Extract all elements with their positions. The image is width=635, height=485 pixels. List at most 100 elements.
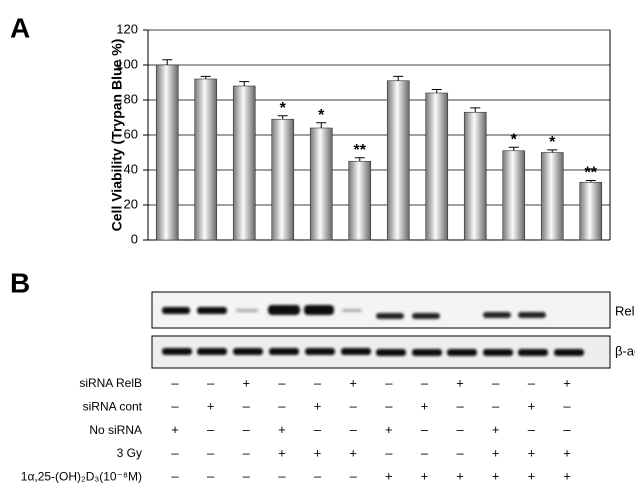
treatment-cell: –: [456, 422, 464, 437]
treatment-cell: –: [207, 469, 215, 484]
treatment-cell: –: [563, 399, 571, 414]
treatment-cell: –: [350, 422, 358, 437]
treatment-cell: –: [421, 445, 429, 460]
treatment-cell: –: [207, 445, 215, 460]
bar: [387, 81, 409, 240]
significance-mark: **: [585, 165, 598, 182]
treatment-cell: +: [349, 445, 357, 460]
treatment-label: siRNA RelB: [79, 376, 142, 390]
band: [233, 348, 263, 355]
treatment-cell: +: [278, 422, 286, 437]
treatment-cell: +: [456, 469, 464, 484]
band: [518, 312, 546, 318]
treatment-cell: –: [243, 422, 251, 437]
band: [518, 349, 548, 356]
treatment-cell: –: [171, 375, 179, 390]
treatment-cell: +: [207, 399, 215, 414]
error-bar: [393, 76, 403, 80]
treatment-cell: +: [492, 469, 500, 484]
bar: [156, 65, 178, 240]
band: [268, 305, 300, 315]
band: [236, 309, 258, 312]
bar: [580, 182, 602, 240]
band: [197, 307, 227, 314]
bar: [464, 112, 486, 240]
treatment-cell: +: [314, 445, 322, 460]
bar: [349, 161, 371, 240]
band: [162, 348, 192, 355]
band: [305, 348, 335, 355]
error-bar: [239, 82, 249, 86]
band: [483, 349, 513, 356]
significance-mark: **: [354, 142, 367, 159]
error-bar: [470, 108, 480, 112]
treatment-cell: –: [563, 422, 571, 437]
treatment-cell: –: [278, 399, 286, 414]
band: [447, 349, 477, 356]
band: [269, 348, 299, 355]
treatment-label: 1α,25-(OH)₂D₃(10⁻⁸M): [21, 469, 142, 483]
treatment-cell: –: [171, 399, 179, 414]
treatment-cell: –: [243, 399, 251, 414]
treatment-cell: +: [528, 469, 536, 484]
treatment-label: siRNA cont: [83, 399, 143, 413]
band: [342, 309, 362, 312]
treatment-cell: –: [314, 375, 322, 390]
treatment-cell: –: [492, 399, 500, 414]
significance-mark: *: [511, 131, 518, 148]
blot: RelB β-actin: [152, 292, 635, 368]
treatment-cell: –: [456, 445, 464, 460]
treatment-cell: –: [171, 445, 179, 460]
treatment-cell: +: [563, 469, 571, 484]
error-bar: [432, 90, 442, 94]
band: [412, 313, 440, 319]
error-bar: [162, 60, 172, 65]
treatment-cell: +: [563, 445, 571, 460]
treatment-cell: –: [314, 469, 322, 484]
significance-mark: *: [280, 100, 287, 117]
treatment-cell: +: [385, 469, 393, 484]
panel-label: B: [10, 267, 30, 298]
bar: [541, 153, 563, 241]
treatment-cell: –: [207, 422, 215, 437]
bar: [426, 93, 448, 240]
treatment-cell: –: [385, 399, 393, 414]
treatment-cell: +: [456, 375, 464, 390]
treatment-cell: –: [314, 422, 322, 437]
treatment-cell: –: [350, 399, 358, 414]
y-tick-label: 80: [124, 91, 138, 106]
error-bar: [201, 76, 211, 79]
treatment-cell: –: [528, 422, 536, 437]
treatment-cell: +: [528, 445, 536, 460]
band: [197, 348, 227, 355]
treatment-cell: +: [349, 375, 357, 390]
treatment-cell: –: [421, 375, 429, 390]
y-tick-label: 0: [131, 231, 138, 246]
y-tick-label: 40: [124, 161, 138, 176]
y-tick-label: 60: [124, 126, 138, 141]
treatment-cell: –: [278, 375, 286, 390]
treatment-cell: –: [528, 375, 536, 390]
treatment-cell: –: [207, 375, 215, 390]
significance-mark: *: [318, 107, 325, 124]
blot-label: RelB: [615, 303, 635, 318]
treatment-cell: +: [563, 375, 571, 390]
treatment-cell: –: [456, 399, 464, 414]
band: [376, 349, 406, 356]
y-tick-label: 100: [116, 56, 138, 71]
treatment-cell: –: [278, 469, 286, 484]
treatment-cell: –: [350, 469, 358, 484]
treatment-cell: –: [492, 375, 500, 390]
significance-mark: *: [549, 134, 556, 151]
treatment-label: No siRNA: [89, 423, 142, 437]
treatment-cell: –: [171, 469, 179, 484]
treatment-cell: –: [385, 445, 393, 460]
treatment-cell: +: [492, 422, 500, 437]
band: [554, 349, 584, 356]
treatment-cell: +: [492, 445, 500, 460]
band: [376, 313, 404, 319]
band: [304, 305, 334, 315]
treatment-cell: –: [421, 422, 429, 437]
treatment-cell: –: [385, 375, 393, 390]
treatment-label: 3 Gy: [117, 446, 142, 460]
